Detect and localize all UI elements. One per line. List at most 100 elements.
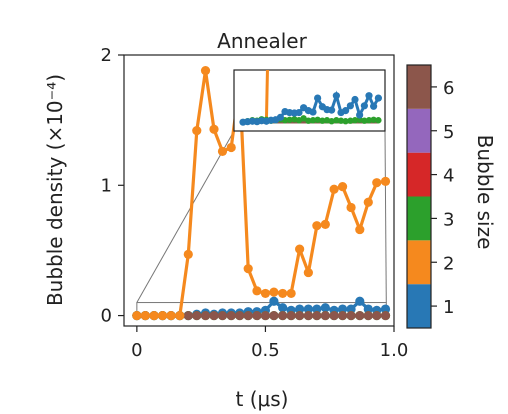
data-point-size-2 — [346, 202, 356, 213]
data-point-size-6 — [355, 310, 365, 321]
data-point-size-1 — [320, 303, 330, 313]
inset-data-point-size-1 — [346, 102, 354, 110]
data-point-size-6 — [260, 310, 271, 321]
data-point-size-6 — [200, 310, 211, 321]
data-point-size-2 — [329, 184, 339, 194]
data-point-size-6 — [380, 310, 391, 321]
data-point-size-1 — [312, 304, 322, 314]
data-point-size-1 — [337, 304, 348, 314]
data-point-size-2 — [269, 287, 279, 297]
data-point-size-6 — [363, 310, 373, 321]
data-point-size-2 — [372, 178, 382, 188]
inset-data-point-size-1 — [370, 102, 378, 110]
data-point-size-1 — [295, 304, 305, 314]
data-point-size-6 — [346, 310, 356, 321]
inset-data-point-size-3 — [365, 117, 373, 124]
data-point-size-2 — [286, 288, 296, 299]
inset-data-point-size-1 — [295, 108, 303, 117]
data-point-size-6 — [269, 310, 279, 321]
data-point-size-6 — [183, 310, 193, 321]
inset-series — [239, 70, 382, 126]
inset-data-point-size-3 — [314, 116, 321, 123]
inset-zoom-lines — [136, 130, 387, 318]
x-tick-label: 0.5 — [251, 340, 280, 361]
data-point-size-2 — [183, 249, 193, 259]
data-point-size-1 — [269, 296, 279, 306]
colorbar-segment-4 — [407, 152, 431, 197]
series-layer — [132, 66, 391, 321]
data-point-size-6 — [217, 310, 228, 321]
data-point-size-1 — [278, 303, 288, 313]
data-point-size-1 — [380, 304, 391, 314]
inset-data-point-size-3 — [375, 117, 382, 124]
colorbar: 1 2 3 4 5 6 — [406, 64, 454, 329]
data-point-size-2 — [157, 310, 168, 321]
inset-data-point-size-3 — [309, 117, 317, 124]
inset-data-point-size-3 — [370, 116, 377, 123]
x-tick-label: 1.0 — [380, 340, 409, 361]
data-point-size-2 — [363, 197, 373, 207]
inset-data-point-size-1 — [328, 106, 336, 114]
inset-data-point-size-3 — [347, 117, 354, 124]
inset-data-point-size-3 — [300, 115, 307, 122]
data-point-size-2 — [217, 146, 228, 157]
data-point-size-1 — [355, 296, 365, 306]
inset-data-point-size-3 — [361, 117, 368, 124]
y-tick-label: 1 — [101, 175, 112, 196]
inset-data-point-size-3 — [319, 117, 326, 124]
inset-data-point-size-1 — [314, 94, 322, 102]
data-point-size-6 — [192, 310, 202, 321]
data-point-size-1 — [346, 304, 356, 314]
data-point-size-6 — [209, 310, 219, 321]
inset-data-point-size-3 — [351, 117, 359, 124]
data-point-size-2 — [320, 219, 330, 229]
colorbar-tick-label: 6 — [443, 78, 454, 99]
inset-data-point-size-3 — [337, 117, 345, 124]
colorbar-tick-label: 1 — [443, 297, 454, 318]
x-axis: 0 0.5 1.0 — [131, 326, 408, 361]
data-point-size-6 — [320, 310, 330, 321]
data-point-size-6 — [329, 310, 339, 321]
inset-data-point-size-1 — [374, 94, 382, 102]
inset-data-point-size-1 — [360, 102, 368, 110]
inset-data-point-size-3 — [305, 117, 312, 124]
data-point-size-6 — [235, 310, 245, 321]
chart-title: Annealer — [217, 29, 307, 53]
data-point-size-2 — [166, 310, 176, 321]
colorbar-label: Bubble size — [473, 135, 497, 250]
data-point-size-2 — [209, 124, 219, 134]
data-point-size-6 — [226, 310, 236, 321]
inset-data-point-size-1 — [276, 113, 284, 121]
colorbar-tick-label: 4 — [443, 166, 454, 187]
data-point-size-6 — [286, 310, 296, 321]
data-point-size-2 — [132, 310, 142, 321]
data-point-size-2 — [337, 181, 348, 192]
data-point-size-6 — [243, 310, 253, 321]
colorbar-segment-1 — [407, 284, 431, 328]
data-point-size-2 — [355, 224, 365, 235]
colorbar-tick-label: 2 — [443, 253, 454, 274]
inset-data-point-size-3 — [328, 118, 335, 125]
data-point-size-6 — [337, 310, 348, 321]
inset-data-point-size-3 — [286, 116, 293, 123]
data-point-size-2 — [260, 288, 271, 299]
y-tick-label: 2 — [101, 45, 112, 66]
data-point-size-6 — [303, 310, 313, 321]
colorbar-frame — [406, 64, 432, 329]
inset-data-point-size-1 — [309, 108, 317, 116]
data-point-size-2 — [243, 264, 253, 274]
inset-data-point-size-3 — [333, 117, 340, 124]
y-axis-label: Bubble density (×10⁻⁴) — [43, 74, 67, 306]
colorbar-tick-label: 3 — [443, 209, 454, 230]
data-point-size-2 — [278, 288, 288, 299]
data-point-size-2 — [303, 267, 313, 278]
data-point-size-2 — [295, 244, 305, 254]
colorbar-segment-3 — [407, 196, 431, 241]
data-point-size-6 — [372, 310, 382, 321]
x-axis-label: t (μs) — [236, 387, 289, 411]
zoom-connector-left — [136, 130, 235, 303]
inset-plot — [233, 69, 386, 132]
colorbar-segment-2 — [407, 240, 431, 285]
inset-data-point-size-3 — [342, 118, 349, 125]
data-point-size-2 — [226, 142, 236, 153]
